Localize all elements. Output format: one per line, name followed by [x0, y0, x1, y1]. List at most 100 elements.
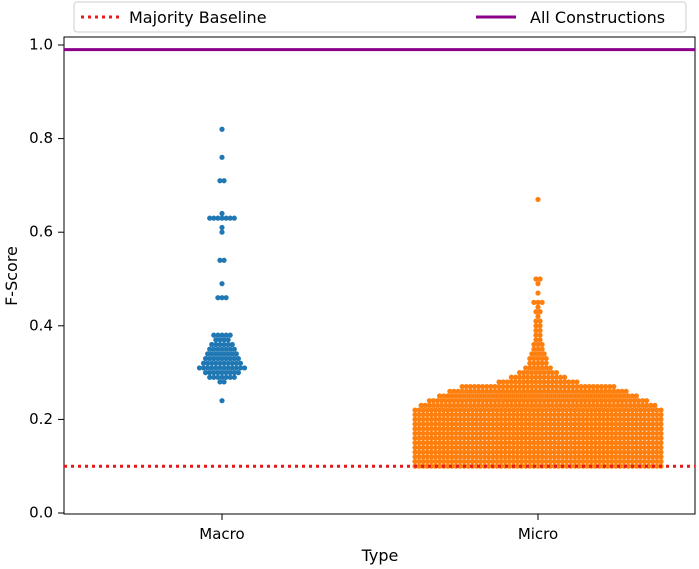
data-point-micro [510, 440, 516, 446]
data-point-micro [578, 388, 584, 394]
data-point-micro [478, 458, 484, 465]
data-point-micro [617, 440, 623, 446]
data-point-micro [646, 426, 652, 432]
data-point-micro [488, 398, 494, 404]
data-point-micro [412, 421, 418, 427]
data-point-micro [473, 444, 480, 451]
data-point-micro [426, 398, 432, 404]
data-point-micro [502, 421, 508, 427]
data-point-micro [523, 449, 529, 455]
data-point-micro [441, 416, 447, 422]
data-point-micro [539, 412, 545, 418]
data-point-micro [514, 449, 521, 455]
data-point-micro [535, 463, 541, 469]
data-point-micro [508, 379, 514, 385]
data-point-micro [535, 299, 541, 305]
data-point-micro [545, 384, 551, 390]
data-point-micro [605, 463, 611, 469]
data-point-micro [642, 454, 648, 460]
data-point-micro [490, 416, 496, 422]
data-point-micro [601, 454, 607, 460]
data-point-micro [527, 454, 533, 460]
data-point-micro [502, 435, 508, 441]
data-point-macro [227, 346, 233, 352]
data-point-macro [225, 365, 231, 371]
data-point-micro [617, 458, 623, 465]
data-point-micro [576, 458, 582, 465]
data-point-micro [629, 430, 635, 437]
data-point-micro [598, 388, 605, 394]
data-point-micro [592, 412, 599, 418]
data-point-macro [225, 351, 231, 357]
data-point-micro [494, 440, 500, 446]
data-point-macro [207, 215, 213, 221]
data-point-micro [607, 402, 613, 408]
data-point-micro [549, 384, 555, 390]
data-point-micro [588, 435, 594, 441]
data-point-micro [416, 430, 422, 437]
data-point-micro [545, 370, 551, 376]
data-point-micro [441, 393, 447, 399]
data-point-macro [231, 374, 237, 380]
data-point-micro [605, 454, 611, 460]
data-point-micro [502, 416, 508, 422]
data-point-micro [533, 370, 539, 376]
data-point-micro [486, 412, 492, 418]
data-point-micro [539, 449, 545, 455]
data-point-micro [469, 421, 475, 427]
data-point-micro [543, 426, 549, 432]
data-point-micro [437, 440, 443, 446]
data-point-micro [557, 388, 564, 394]
data-point-micro [596, 449, 603, 455]
data-point-micro [541, 351, 547, 357]
data-point-micro [637, 449, 644, 455]
data-point-micro [471, 402, 478, 408]
data-point-micro [428, 449, 434, 455]
data-point-macro [215, 295, 221, 301]
data-point-micro [617, 444, 623, 451]
data-point-micro [465, 412, 471, 418]
data-point-micro [449, 454, 455, 460]
data-point-micro [539, 426, 545, 432]
data-point-micro [580, 416, 586, 422]
data-point-micro [576, 421, 582, 427]
data-point-micro [498, 416, 504, 422]
data-point-micro [596, 435, 603, 441]
data-point-micro [420, 440, 426, 446]
data-point-micro [498, 435, 504, 441]
data-point-macro [237, 365, 244, 371]
data-point-micro [512, 384, 519, 390]
data-point-micro [533, 332, 539, 338]
data-point-micro [603, 398, 609, 404]
data-point-micro [465, 393, 471, 399]
data-point-micro [449, 393, 455, 399]
data-point-micro [588, 430, 594, 437]
data-point-micro [650, 412, 656, 418]
data-point-micro [463, 402, 469, 408]
data-point-micro [633, 421, 640, 427]
data-point-micro [473, 426, 480, 432]
data-point-micro [633, 463, 640, 469]
data-point-micro [654, 458, 660, 465]
data-point-micro [576, 393, 582, 399]
data-point-macro [200, 360, 207, 366]
data-point-micro [646, 444, 652, 451]
data-point-micro [547, 458, 553, 465]
data-point-micro [553, 374, 560, 380]
data-point-micro [412, 407, 418, 413]
data-point-micro [514, 458, 521, 465]
data-point-micro [412, 454, 418, 460]
data-point-micro [633, 416, 640, 422]
data-point-micro [473, 421, 480, 427]
data-point-micro [412, 412, 418, 418]
data-point-micro [504, 384, 510, 390]
data-point-micro [631, 398, 637, 404]
data-point-micro [654, 444, 660, 451]
data-point-micro [553, 398, 560, 404]
data-point-micro [545, 398, 551, 404]
data-point-micro [566, 379, 572, 385]
data-point-micro [594, 398, 601, 404]
data-point-macro [221, 365, 227, 371]
data-point-micro [506, 430, 512, 437]
data-point-macro [219, 229, 225, 235]
